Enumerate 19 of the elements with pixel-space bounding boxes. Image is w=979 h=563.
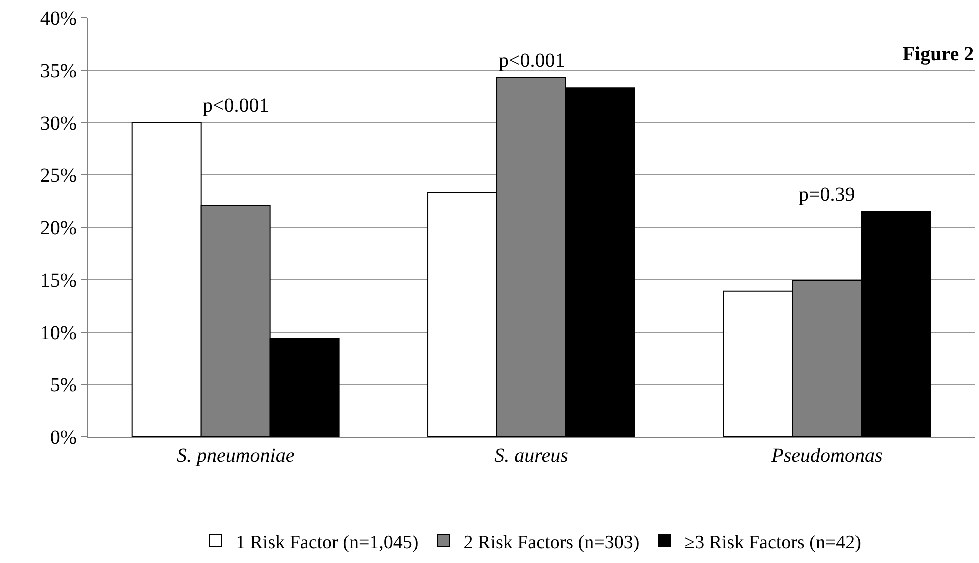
legend-label: 2 Risk Factors (n=303)	[464, 532, 640, 554]
x-tick-label: S. pneumoniae	[176, 445, 295, 467]
y-tick-label: 40%	[40, 8, 77, 30]
annotation: p<0.001	[499, 50, 566, 72]
y-tick-label: 20%	[40, 218, 77, 240]
y-tick-label: 15%	[40, 270, 77, 292]
x-tick-label: S. aureus	[494, 445, 569, 467]
y-tick-label: 30%	[40, 112, 77, 135]
legend-label: ≥3 Risk Factors (n=42)	[684, 532, 862, 554]
annotation: p=0.39	[799, 184, 856, 206]
text: Figure 2	[902, 43, 974, 66]
y-tick-label: 5%	[50, 374, 77, 397]
y-tick-label: 25%	[40, 165, 77, 188]
y-tick-label: 0%	[50, 427, 77, 449]
y-tick-label: 35%	[40, 60, 77, 82]
annotation: p<0.001	[203, 95, 270, 117]
x-tick-label: Pseudomonas	[770, 445, 883, 467]
y-tick-label: 10%	[40, 322, 77, 344]
legend-label: 1 Risk Factor (n=1,045)	[236, 532, 419, 554]
